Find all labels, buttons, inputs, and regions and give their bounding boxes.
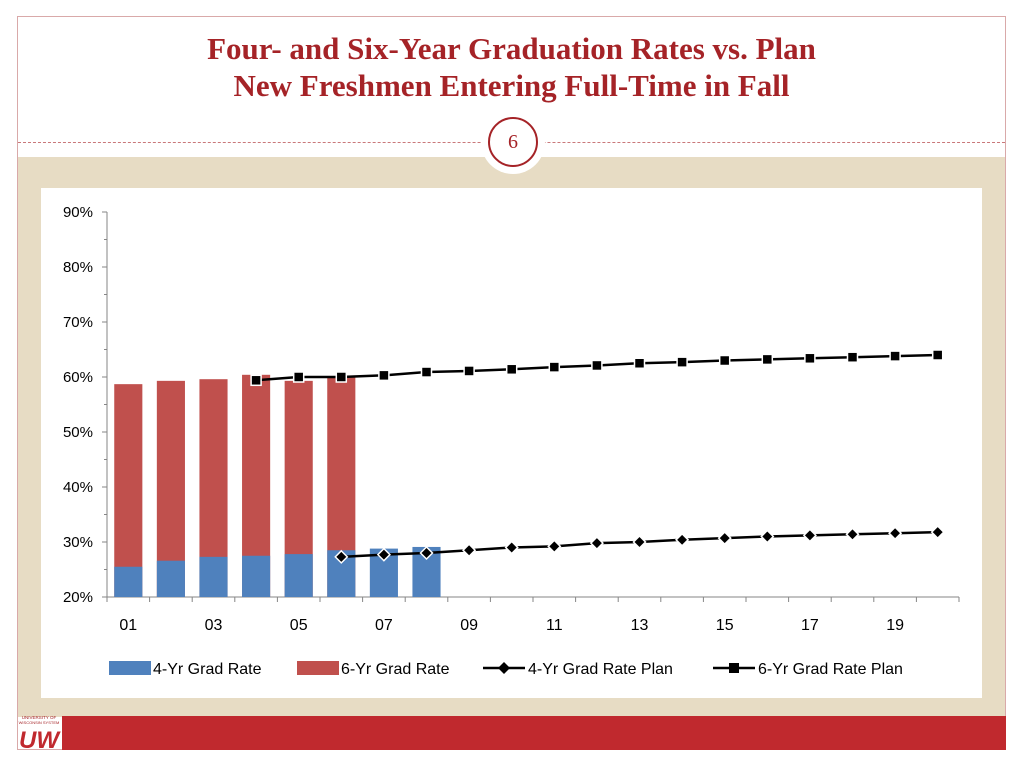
plan-4yr-marker <box>334 549 349 564</box>
plan-4yr-marker <box>888 526 903 541</box>
y-tick-label: 40% <box>63 479 93 496</box>
plan-6yr-marker <box>335 371 348 383</box>
bar-6yr-grad-rate <box>114 384 143 597</box>
plan-4yr-marker <box>462 543 477 558</box>
plan-6yr-marker <box>718 354 731 367</box>
graduation-rates-chart: 20% 30% 40% 50% 60% 70% 80% 90% 01 03 05 07 09 11 13 15… <box>63 204 960 678</box>
uw-logo: UNIVERSITY OF WISCONSIN SYSTEM UW <box>19 715 61 750</box>
plan-6yr-marker <box>931 349 944 361</box>
x-tick-label: 03 <box>205 617 223 634</box>
plan-6yr-marker <box>591 359 603 372</box>
y-tick-label: 90% <box>63 204 93 221</box>
plan-4yr-marker <box>845 527 860 542</box>
x-tick-label: 05 <box>290 617 308 634</box>
slide-title-line2: New Freshmen Entering Full-Time in Fall <box>233 68 790 103</box>
logo-mark: UW <box>19 727 61 750</box>
legend-swatch <box>109 661 151 675</box>
plan-4yr-marker <box>419 545 434 561</box>
x-tick-label: 13 <box>631 617 649 634</box>
plan-4yr-marker <box>930 525 945 540</box>
legend-swatch <box>297 661 339 675</box>
x-tick-label: 09 <box>460 617 478 634</box>
bar-4yr-grad-rate <box>156 560 185 597</box>
plan-6yr-marker <box>250 374 262 387</box>
y-tick-label: 30% <box>63 534 93 551</box>
plan-6yr-marker <box>378 369 390 382</box>
plan-4yr-marker <box>547 539 562 554</box>
legend-label: 4-Yr Grad Rate <box>153 661 262 678</box>
plan-6yr-marker <box>420 366 433 378</box>
footer-bar <box>62 716 1006 750</box>
plan-4yr-marker <box>632 534 647 550</box>
y-tick-label: 50% <box>63 424 93 441</box>
bar-4yr-grad-rate <box>242 555 271 597</box>
plan-6yr-marker <box>676 356 688 368</box>
bar-4yr-grad-rate <box>199 556 228 597</box>
plan-4yr-marker <box>504 540 519 555</box>
x-tick-label: 19 <box>886 617 904 634</box>
bar-4yr-grad-rate <box>284 554 313 597</box>
y-tick-label: 20% <box>63 589 93 606</box>
x-tick-label: 17 <box>801 617 819 634</box>
x-tick-label: 01 <box>119 617 137 634</box>
y-tick-label: 70% <box>63 314 93 331</box>
y-tick-label: 80% <box>63 259 93 276</box>
plan-4yr-marker <box>802 528 817 543</box>
x-tick-label: 15 <box>716 617 734 634</box>
plan-6yr-marker <box>633 357 646 369</box>
plan-6yr-marker <box>889 350 901 362</box>
plan-4yr-marker <box>675 532 690 547</box>
plan-6yr-marker <box>846 351 859 363</box>
plan-6yr-marker <box>505 363 518 376</box>
logo-text-mid: WISCONSIN SYSTEM <box>19 720 60 725</box>
slide-title-line1: Four- and Six-Year Graduation Rates vs. … <box>207 31 816 66</box>
legend-marker <box>498 662 510 674</box>
bar-4yr-grad-rate <box>114 566 143 597</box>
legend-label: 6-Yr Grad Rate Plan <box>758 661 903 678</box>
plan-4yr-marker <box>376 547 391 562</box>
plan-6yr-marker <box>548 361 561 373</box>
plan-6yr-marker <box>761 353 774 366</box>
plan-6yr-marker <box>463 365 475 377</box>
plan-6yr-marker <box>292 371 305 383</box>
plan-4yr-marker <box>760 529 775 544</box>
page-number: 6 <box>488 117 538 167</box>
plan-4yr-marker <box>589 536 604 551</box>
chart-panel: 20% 30% 40% 50% 60% 70% 80% 90% 01 03 05 07 09 11 13 15… <box>41 188 982 698</box>
plan-6yr-marker <box>804 352 816 365</box>
legend-label: 4-Yr Grad Rate Plan <box>528 661 673 678</box>
legend-marker <box>729 663 739 673</box>
y-tick-label: 60% <box>63 369 93 386</box>
x-tick-label: 07 <box>375 617 393 634</box>
logo-text-top: UNIVERSITY OF <box>22 715 57 720</box>
x-tick-label: 11 <box>546 617 563 634</box>
legend-label: 6-Yr Grad Rate <box>341 661 450 678</box>
slide-title: Four- and Six-Year Graduation Rates vs. … <box>17 30 1006 104</box>
plan-4yr-marker <box>717 531 732 546</box>
